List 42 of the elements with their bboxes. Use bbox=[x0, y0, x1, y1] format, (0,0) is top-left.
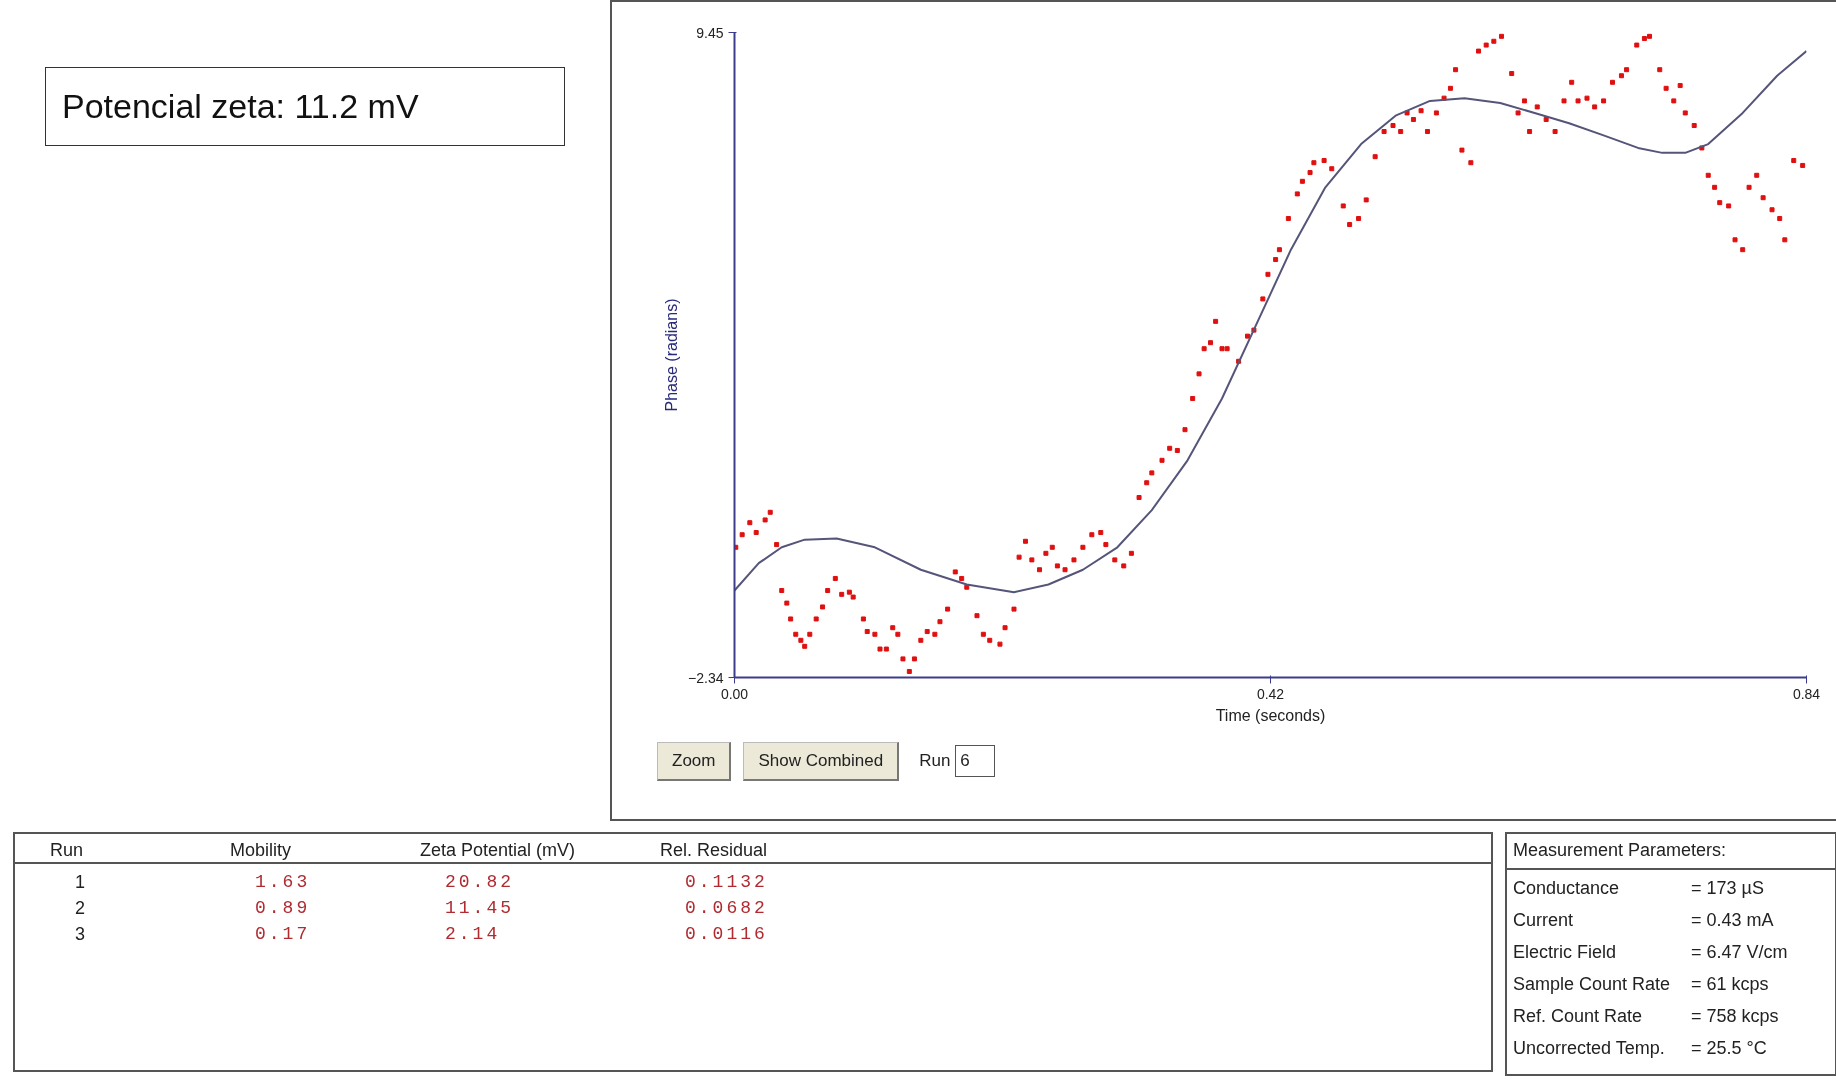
text: Uncorrected Temp. bbox=[1513, 1036, 1666, 1060]
text: 0.0682 bbox=[685, 897, 768, 920]
text: Sample Count Rate bbox=[1513, 972, 1672, 996]
text: Potencial zeta: 11.2 mV bbox=[45, 67, 565, 146]
line-series bbox=[734, 50, 1807, 594]
text: Conductance bbox=[1513, 876, 1621, 900]
y-tick-label: 9.45 bbox=[696, 24, 724, 41]
x-tick-label: 0.00 bbox=[720, 685, 749, 702]
text: = 6.47 V/cm bbox=[1691, 941, 1788, 962]
text: = 61 kcps bbox=[1691, 973, 1769, 994]
text: 0.1132 bbox=[685, 871, 768, 894]
text: Mobility bbox=[230, 839, 292, 862]
text: Zoom bbox=[657, 742, 732, 782]
text: = 758 kcps bbox=[1691, 1005, 1779, 1026]
text: 2 bbox=[75, 897, 89, 920]
text: 3 bbox=[75, 923, 89, 946]
y-tick-label: −2.34 bbox=[688, 669, 724, 686]
text: 0.0116 bbox=[685, 923, 768, 946]
text: 1.63 bbox=[255, 871, 311, 894]
text: Show Combined bbox=[743, 742, 900, 782]
text: 20.82 bbox=[445, 871, 515, 894]
x-tick-label: 0.84 bbox=[1792, 685, 1821, 702]
text: Zeta Potential (mV) bbox=[420, 839, 576, 862]
text: Measurement Parameters: bbox=[1507, 834, 1835, 870]
text: 2.14 bbox=[445, 923, 501, 946]
text: 11.45 bbox=[445, 897, 515, 920]
text: 0.17 bbox=[255, 923, 311, 946]
text: = 173 µS bbox=[1691, 877, 1764, 898]
text: 1 bbox=[75, 871, 89, 894]
text: Rel. Residual bbox=[660, 839, 768, 862]
text: Run bbox=[50, 839, 84, 862]
text: 6 bbox=[955, 745, 996, 778]
y-axis-title: Phase (radians) bbox=[663, 298, 681, 412]
x-axis-title: Time (seconds) bbox=[1215, 706, 1326, 724]
text: = 25.5 °C bbox=[1691, 1037, 1767, 1058]
text: Electric Field bbox=[1513, 940, 1618, 964]
text: 0.89 bbox=[255, 897, 311, 920]
text: = 0.43 mA bbox=[1691, 909, 1774, 930]
x-tick-label: 0.42 bbox=[1256, 685, 1285, 702]
text: Run bbox=[919, 751, 952, 770]
text: Ref. Count Rate bbox=[1513, 1004, 1644, 1028]
text: Current bbox=[1513, 908, 1575, 932]
